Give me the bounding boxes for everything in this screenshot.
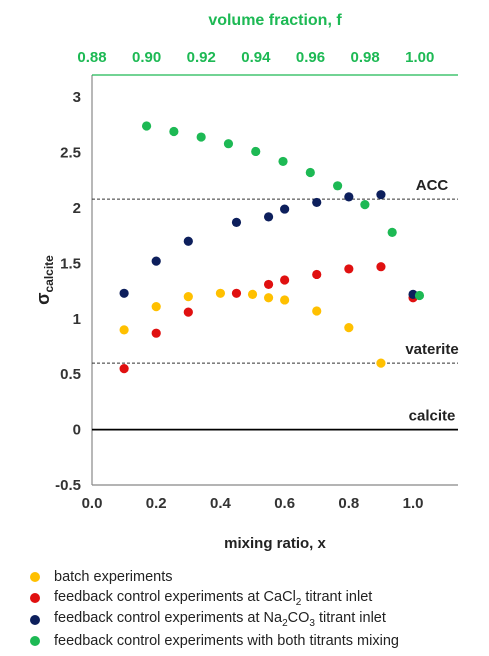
legend-item-na2co3: feedback control experiments at Na2CO3 t…	[30, 609, 485, 631]
x-tick-label: 1.0	[403, 495, 424, 512]
data-point-series-0	[247, 289, 258, 300]
legend-item-cacl2: feedback control experiments at CaCl2 ti…	[30, 588, 485, 610]
data-point-series-1	[263, 279, 274, 290]
top-axis-title: volume fraction, f	[208, 12, 342, 29]
data-point-series-0	[151, 301, 161, 312]
plot-frame	[91, 74, 458, 486]
x-axis-title: mixing ratio, x	[224, 535, 326, 552]
x-tick-label: 0.4	[210, 495, 232, 512]
reference-label-calcite: calcite	[409, 408, 456, 425]
data-point-series-1	[312, 269, 322, 280]
legend-label-na2co3-sub: 2	[282, 618, 288, 630]
top-x-tick-label: 0.92	[187, 49, 216, 66]
y-tick-label: 0.5	[60, 366, 81, 383]
y-axis-title-main: σ	[33, 293, 53, 305]
top-x-tick-label: 1.00	[405, 49, 434, 66]
data-point-series-3	[141, 121, 152, 131]
data-point-series-2	[344, 192, 354, 202]
data-points	[119, 121, 425, 374]
y-axis-title: σcalcite	[33, 255, 56, 305]
y-tick-label: 1.5	[60, 255, 81, 272]
data-point-series-2	[280, 204, 290, 214]
data-point-series-3	[414, 290, 425, 301]
legend-label-both: feedback control experiments with both t…	[54, 633, 399, 650]
legend-item-batch: batch experiments	[30, 566, 485, 588]
data-point-series-3	[305, 167, 315, 178]
data-point-series-0	[312, 306, 322, 316]
data-point-series-1	[183, 307, 193, 317]
scatter-chart: ACC vaterite calcite -0.5 0 0.5 1 1.5 2 2.5 3 0.0…	[33, 12, 459, 552]
legend-label-na2co3-tail: titrant inlet	[314, 610, 386, 627]
data-point-series-3	[223, 139, 234, 149]
reference-label-vaterite: vaterite	[405, 341, 458, 358]
legend-label-cacl2-sub: 2	[295, 596, 302, 608]
y-tick-labels: -0.5 0 0.5 1 1.5 2 2.5 3	[55, 89, 81, 494]
x-tick-labels: 0.0 0.2 0.4 0.6 0.8 1.0	[82, 495, 424, 512]
legend-marker-na2co3	[30, 614, 40, 625]
top-x-tick-label: 0.88	[77, 49, 106, 66]
data-point-series-1	[119, 364, 129, 374]
legend-label-na2co3-mid: CO	[287, 610, 310, 627]
reference-label-ACC: ACC	[416, 177, 449, 194]
legend-marker-batch	[30, 571, 40, 582]
y-tick-label: 0	[73, 422, 81, 439]
data-point-series-3	[360, 200, 370, 210]
legend-label-na2co3: feedback control experiments at Na2CO3 t…	[54, 610, 386, 629]
y-tick-label: 3	[73, 89, 81, 106]
data-point-series-2	[231, 217, 242, 227]
top-x-tick-label: 0.96	[296, 49, 325, 66]
x-tick-label: 0.6	[274, 495, 295, 512]
data-point-series-2	[376, 190, 386, 200]
reference-lines: ACC vaterite calcite	[92, 177, 459, 431]
top-x-tick-labels: 0.88 0.90 0.92 0.94 0.96 0.98 1.00	[77, 49, 434, 66]
top-x-tick-label: 0.94	[241, 49, 271, 66]
x-tick-label: 0.2	[146, 495, 167, 512]
y-tick-label: 2.5	[60, 145, 81, 162]
data-point-series-2	[151, 256, 161, 266]
data-point-series-3	[169, 126, 179, 137]
top-x-tick-label: 0.98	[351, 49, 380, 66]
data-point-series-1	[151, 328, 161, 338]
data-point-series-2	[183, 236, 193, 246]
data-point-series-2	[263, 212, 274, 222]
data-point-series-0	[376, 358, 386, 368]
data-point-series-0	[344, 323, 354, 333]
data-point-series-1	[376, 262, 386, 272]
legend-label-batch: batch experiments	[54, 568, 173, 585]
legend-label-cacl2-head: feedback control experiments at CaCl	[54, 588, 296, 605]
x-tick-label: 0.8	[338, 495, 359, 512]
data-point-series-3	[387, 227, 397, 237]
legend-label-na2co3-head: feedback control experiments at Na	[54, 610, 283, 627]
legend-label-na2co3-sub2: 3	[309, 618, 315, 630]
y-tick-label: 2	[73, 200, 81, 217]
data-point-series-2	[312, 197, 322, 208]
y-axis-title-sub: calcite	[42, 255, 56, 293]
legend-marker-cacl2	[30, 593, 40, 604]
data-point-series-1	[231, 288, 242, 298]
data-point-series-2	[119, 288, 129, 298]
data-point-series-0	[215, 288, 226, 298]
data-point-series-3	[251, 146, 261, 157]
legend: batch experiments feedback control exper…	[30, 566, 485, 652]
data-point-series-0	[263, 293, 274, 303]
data-point-series-0	[280, 295, 290, 305]
data-point-series-3	[278, 156, 288, 167]
data-point-series-3	[196, 132, 206, 142]
data-point-series-3	[333, 181, 343, 191]
data-point-series-0	[183, 292, 193, 302]
legend-marker-both	[30, 636, 40, 647]
top-x-tick-label: 0.90	[132, 49, 161, 66]
legend-item-both: feedback control experiments with both t…	[30, 631, 485, 653]
data-point-series-1	[344, 264, 354, 274]
x-tick-label: 0.0	[82, 495, 103, 512]
y-tick-label: -0.5	[55, 477, 81, 494]
legend-label-cacl2-tail: titrant inlet	[301, 588, 373, 605]
data-point-series-0	[119, 325, 129, 335]
data-point-series-1	[280, 275, 290, 285]
y-tick-label: 1	[73, 311, 81, 328]
legend-label-cacl2: feedback control experiments at CaCl2 ti…	[54, 589, 372, 608]
